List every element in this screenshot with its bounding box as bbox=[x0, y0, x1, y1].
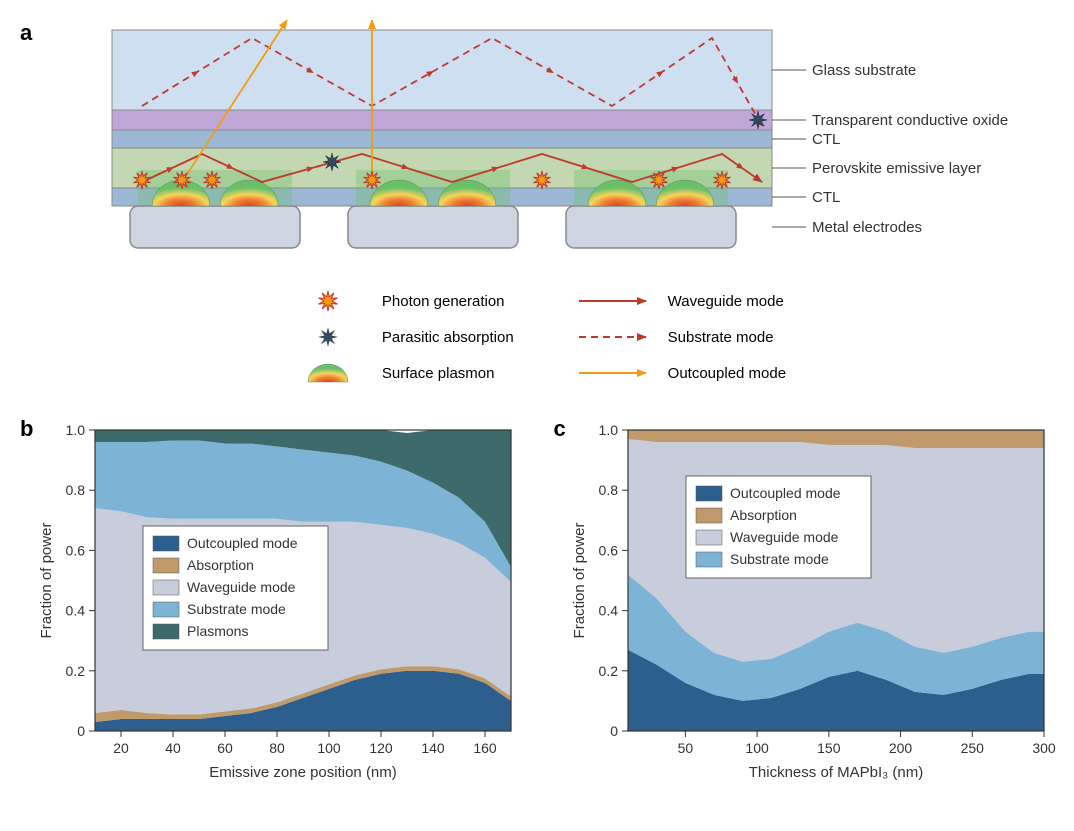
svg-text:Metal electrodes: Metal electrodes bbox=[812, 219, 922, 236]
svg-text:Plasmons: Plasmons bbox=[187, 623, 248, 639]
svg-text:Fraction of power: Fraction of power bbox=[571, 523, 588, 639]
svg-text:0.4: 0.4 bbox=[66, 603, 86, 619]
svg-text:60: 60 bbox=[218, 740, 234, 756]
svg-text:120: 120 bbox=[370, 740, 394, 756]
svg-text:160: 160 bbox=[474, 740, 498, 756]
svg-text:Substrate mode: Substrate mode bbox=[187, 601, 286, 617]
svg-text:20: 20 bbox=[114, 740, 130, 756]
svg-text:40: 40 bbox=[166, 740, 182, 756]
panel-c-chart: 50 100 150 200 250 300 0 0.2 0.4 0.6 0.8 1.0 Thickne… bbox=[566, 416, 1056, 791]
panel-a: a Glass substrate Transparent conductive … bbox=[20, 20, 1054, 280]
svg-text:Perovskite emissive layer: Perovskite emissive layer bbox=[812, 160, 981, 177]
svg-text:0.2: 0.2 bbox=[598, 663, 618, 679]
legend-item-parasitic: Parasitic absorption bbox=[288, 324, 514, 350]
svg-text:200: 200 bbox=[889, 740, 913, 756]
legend-label: Photon generation bbox=[382, 293, 505, 310]
svg-text:0.6: 0.6 bbox=[598, 542, 618, 558]
svg-text:0.6: 0.6 bbox=[66, 542, 86, 558]
svg-text:0: 0 bbox=[610, 723, 618, 739]
svg-text:100: 100 bbox=[745, 740, 769, 756]
svg-text:140: 140 bbox=[422, 740, 446, 756]
svg-text:Waveguide mode: Waveguide mode bbox=[730, 529, 839, 545]
legend-label: Parasitic absorption bbox=[382, 329, 514, 346]
svg-text:50: 50 bbox=[677, 740, 693, 756]
svg-text:CTL: CTL bbox=[812, 131, 840, 148]
svg-text:250: 250 bbox=[960, 740, 984, 756]
legend-item-photon: Photon generation bbox=[288, 288, 514, 314]
svg-text:Absorption: Absorption bbox=[730, 507, 797, 523]
panel-b-label: b bbox=[20, 416, 33, 442]
svg-text:Absorption: Absorption bbox=[187, 557, 254, 573]
svg-text:300: 300 bbox=[1032, 740, 1056, 756]
svg-text:Fraction of power: Fraction of power bbox=[38, 523, 55, 639]
legend-label: Outcoupled mode bbox=[668, 365, 786, 382]
legend-item-plasmon: Surface plasmon bbox=[288, 360, 514, 386]
legend-label: Substrate mode bbox=[668, 329, 774, 346]
legend-item-outcoupled: Outcoupled mode bbox=[574, 360, 786, 386]
svg-text:0: 0 bbox=[78, 723, 86, 739]
panel-a-diagram: Glass substrate Transparent conductive ox… bbox=[32, 20, 1042, 280]
panel-b-chart: 20 40 60 80 100 120 140 160 0 0.2 0.4 0.6 0.8 1.0 Emis… bbox=[33, 416, 523, 791]
svg-text:Outcoupled mode: Outcoupled mode bbox=[187, 535, 298, 551]
svg-text:Substrate mode: Substrate mode bbox=[730, 551, 829, 567]
svg-text:Transparent conductive oxide: Transparent conductive oxide bbox=[812, 112, 1008, 129]
svg-text:Waveguide mode: Waveguide mode bbox=[187, 579, 296, 595]
svg-text:Outcoupled mode: Outcoupled mode bbox=[730, 485, 841, 501]
panel-c-label: c bbox=[553, 416, 565, 442]
svg-text:80: 80 bbox=[270, 740, 286, 756]
svg-text:0.2: 0.2 bbox=[66, 663, 86, 679]
panel-b: b 20 40 60 80 100 120 140 160 0 0.2 0.4 0.6 0.8 1.0 Em… bbox=[20, 416, 523, 791]
panel-a-legend: Photon generation Parasitic absorption Sur… bbox=[20, 288, 1054, 386]
panel-a-label: a bbox=[20, 20, 32, 46]
panel-c: c 50 100 150 200 250 300 0 0.2 0.4 0.6 0.8 1.0 Thick… bbox=[553, 416, 1055, 791]
legend-label: Surface plasmon bbox=[382, 365, 495, 382]
svg-text:Thickness of MAPbI₃ (nm): Thickness of MAPbI₃ (nm) bbox=[748, 764, 923, 781]
legend-item-substrate: Substrate mode bbox=[574, 324, 786, 350]
legend-label: Waveguide mode bbox=[668, 293, 784, 310]
legend-item-waveguide: Waveguide mode bbox=[574, 288, 786, 314]
svg-text:100: 100 bbox=[318, 740, 342, 756]
svg-text:1.0: 1.0 bbox=[598, 422, 618, 438]
svg-text:0.8: 0.8 bbox=[66, 482, 86, 498]
svg-text:CTL: CTL bbox=[812, 189, 840, 206]
svg-text:150: 150 bbox=[817, 740, 841, 756]
svg-text:0.4: 0.4 bbox=[598, 603, 618, 619]
svg-text:1.0: 1.0 bbox=[66, 422, 86, 438]
svg-text:0.8: 0.8 bbox=[598, 482, 618, 498]
svg-text:Glass substrate: Glass substrate bbox=[812, 62, 916, 79]
svg-text:Emissive zone position (nm): Emissive zone position (nm) bbox=[210, 764, 398, 781]
